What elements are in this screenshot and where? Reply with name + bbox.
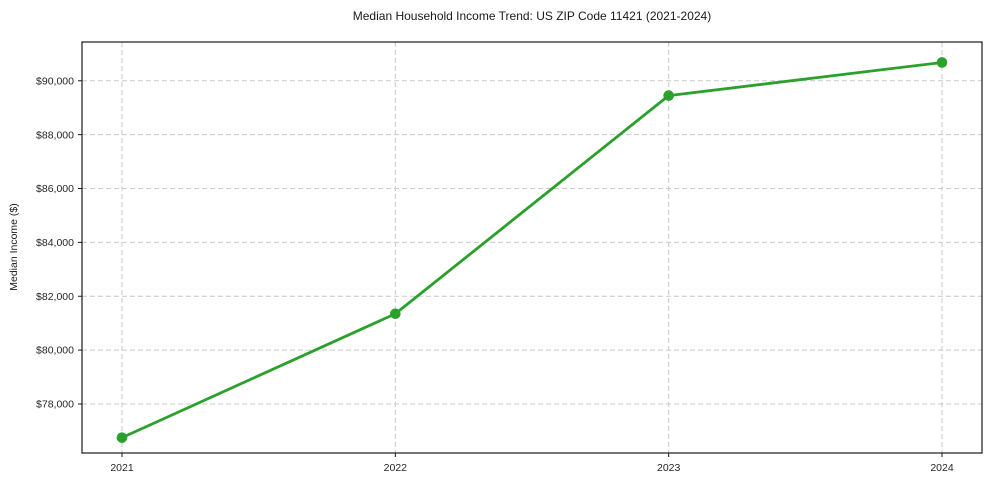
y-tick-label: $78,000 xyxy=(36,399,74,411)
y-axis-label: Median Income ($) xyxy=(8,203,20,291)
data-point xyxy=(936,57,948,68)
x-tick-label: 2022 xyxy=(384,462,408,474)
data-point xyxy=(663,90,674,101)
plot-border xyxy=(81,41,983,454)
y-tick-label: $80,000 xyxy=(36,345,74,357)
data-point xyxy=(390,308,401,320)
y-tick-label: $84,000 xyxy=(36,237,74,249)
x-tick-label: 2024 xyxy=(930,462,954,474)
chart-title: Median Household Income Trend: US ZIP Co… xyxy=(352,9,712,23)
data-point xyxy=(116,432,128,443)
y-tick-label: $88,000 xyxy=(36,129,74,141)
y-tick-label: $90,000 xyxy=(36,75,74,87)
y-tick-label: $82,000 xyxy=(36,291,74,303)
x-tick-label: 2023 xyxy=(657,462,681,474)
data-line xyxy=(120,61,944,440)
y-tick-label: $86,000 xyxy=(36,183,74,195)
x-tick-label: 2021 xyxy=(110,462,134,474)
